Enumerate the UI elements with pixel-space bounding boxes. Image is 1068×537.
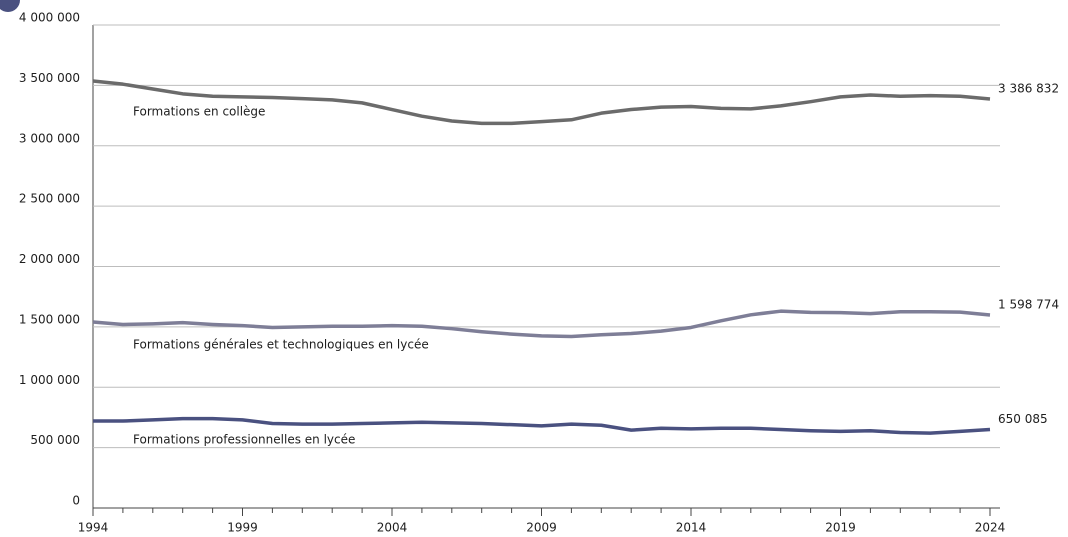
y-tick-label: 1 000 000 xyxy=(19,373,80,387)
x-tick-label: 2024 xyxy=(975,521,1006,535)
data-label: 3 386 832 xyxy=(998,82,1059,96)
y-tick-label: 0 xyxy=(72,494,80,508)
series-label: Formations générales et technologiques e… xyxy=(133,338,429,352)
y-tick-label: 3 000 000 xyxy=(19,131,80,145)
x-tick-label: 1999 xyxy=(227,521,258,535)
y-tick-label: 1 500 000 xyxy=(19,312,80,326)
y-tick-label: 2 500 000 xyxy=(19,192,80,206)
x-tick-label: 2019 xyxy=(825,521,856,535)
y-tick-label: 500 000 xyxy=(30,433,80,447)
series-line xyxy=(93,416,991,435)
series-label: Formations en collège xyxy=(133,105,265,119)
x-tick-label: 2009 xyxy=(526,521,557,535)
title-icon xyxy=(0,0,20,12)
y-tick-label: 3 500 000 xyxy=(19,71,80,85)
x-tick-label: 2014 xyxy=(676,521,707,535)
x-tick-label: 1994 xyxy=(78,521,109,535)
x-tick-label: 2004 xyxy=(377,521,408,535)
data-label: 1 598 774 xyxy=(998,297,1059,311)
series-line xyxy=(92,309,991,339)
y-tick-label: 4 000 000 xyxy=(19,11,80,25)
series-line xyxy=(92,79,991,126)
y-tick-label: 2 000 000 xyxy=(19,252,80,266)
data-label: 650 085 xyxy=(998,412,1048,426)
series-label: Formations professionnelles en lycée xyxy=(133,433,355,447)
